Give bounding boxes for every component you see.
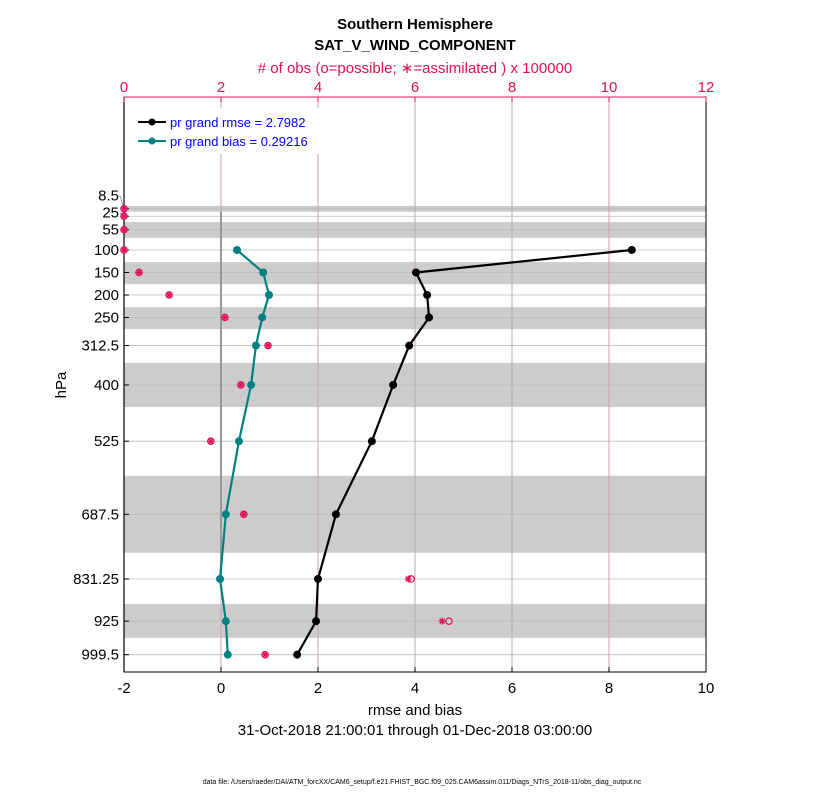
y-axis-label: hPa (53, 371, 70, 398)
top-axis-label: # of obs (o=possible; ∗=assimilated ) x … (258, 60, 572, 77)
y-tick-label: 100 (94, 242, 119, 259)
top-tick-label: 4 (314, 79, 322, 96)
obs-assimilated-marker (261, 651, 269, 659)
data-point-bias (258, 313, 267, 322)
y-tick-label: 925 (94, 613, 119, 630)
top-tick-label: 6 (411, 79, 419, 96)
obs-assimilated-marker (120, 205, 128, 213)
y-tick-label: 200 (94, 287, 119, 304)
y-tick-label: 999.5 (81, 647, 119, 664)
x-tick-label: -2 (117, 680, 130, 697)
data-point-rmse (405, 341, 414, 350)
data-point-rmse (423, 290, 432, 299)
top-tick-label: 10 (601, 79, 618, 96)
legend-rmse: pr grand rmse = 2.7982 (170, 115, 306, 130)
data-point-rmse (389, 380, 398, 389)
data-point-bias (221, 510, 230, 519)
y-tick-leader (119, 195, 125, 209)
obs-assimilated-marker (165, 291, 173, 299)
y-tick-label: 25 (102, 205, 119, 222)
data-point-bias (223, 650, 232, 659)
top-tick-label: 0 (120, 79, 128, 96)
obs-possible-marker (445, 617, 453, 625)
x-tick-label: 10 (698, 680, 715, 697)
obs-assimilated-marker (264, 342, 272, 350)
data-point-bias (233, 245, 242, 254)
data-point-bias (221, 617, 230, 626)
obs-assimilated-marker (221, 313, 229, 321)
obs-assimilated-marker (438, 617, 446, 625)
top-tick-label: 8 (508, 79, 516, 96)
legend-bias-marker (148, 137, 156, 145)
data-point-bias (247, 380, 256, 389)
obs-assimilated-marker (120, 212, 128, 220)
x-tick-label: 0 (217, 680, 225, 697)
chart-subtitle: SAT_V_WIND_COMPONENT (314, 37, 515, 54)
legend: pr grand rmse = 2.7982 pr grand bias = 0… (132, 108, 328, 154)
footnote: data file: /Users/raeder/DAI/ATM_forcXX/… (203, 779, 642, 786)
date-range: 31-Oct-2018 21:00:01 through 01-Dec-2018… (238, 722, 592, 739)
y-tick-label: 250 (94, 309, 119, 326)
data-point-rmse (627, 245, 636, 254)
y-tick-label: 400 (94, 377, 119, 394)
obs-assimilated-marker (207, 437, 215, 445)
data-point-rmse (331, 510, 340, 519)
top-tick-label: 2 (217, 79, 225, 96)
obs-assimilated-marker (237, 381, 245, 389)
data-point-bias (265, 290, 274, 299)
obs-assimilated-marker (120, 246, 128, 254)
legend-bias: pr grand bias = 0.29216 (170, 134, 308, 149)
obs-assimilated-marker (135, 268, 143, 276)
data-point-bias (251, 341, 260, 350)
top-tick-label: 12 (698, 79, 715, 96)
y-tick-label: 55 (102, 222, 119, 239)
chart-title: Southern Hemisphere (337, 16, 493, 33)
data-point-rmse (411, 268, 420, 277)
data-point-rmse (312, 617, 321, 626)
data-point-bias (259, 268, 268, 277)
y-tick-label: 525 (94, 433, 119, 450)
y-tick-label: 687.5 (81, 506, 119, 523)
data-point-rmse (367, 437, 376, 446)
x-tick-label: 2 (314, 680, 322, 697)
data-point-rmse (425, 313, 434, 322)
obs-assimilated-marker (404, 575, 412, 583)
legend-rmse-marker (148, 118, 156, 126)
y-tick-label: 150 (94, 264, 119, 281)
data-point-rmse (314, 574, 322, 583)
x-tick-label: 8 (605, 680, 613, 697)
data-point-bias (234, 437, 243, 446)
data-point-rmse (293, 650, 302, 659)
y-tick-label: 312.5 (81, 338, 119, 355)
x-tick-label: 4 (411, 680, 419, 697)
data-point-bias (216, 574, 225, 583)
obs-assimilated-marker (120, 226, 128, 234)
y-tick-label: 831.25 (73, 571, 119, 588)
x-tick-label: 6 (508, 680, 516, 697)
y-tick-label: 8.5 (98, 188, 119, 205)
obs-assimilated-marker (240, 510, 248, 518)
x-axis-label: rmse and bias (368, 702, 462, 719)
